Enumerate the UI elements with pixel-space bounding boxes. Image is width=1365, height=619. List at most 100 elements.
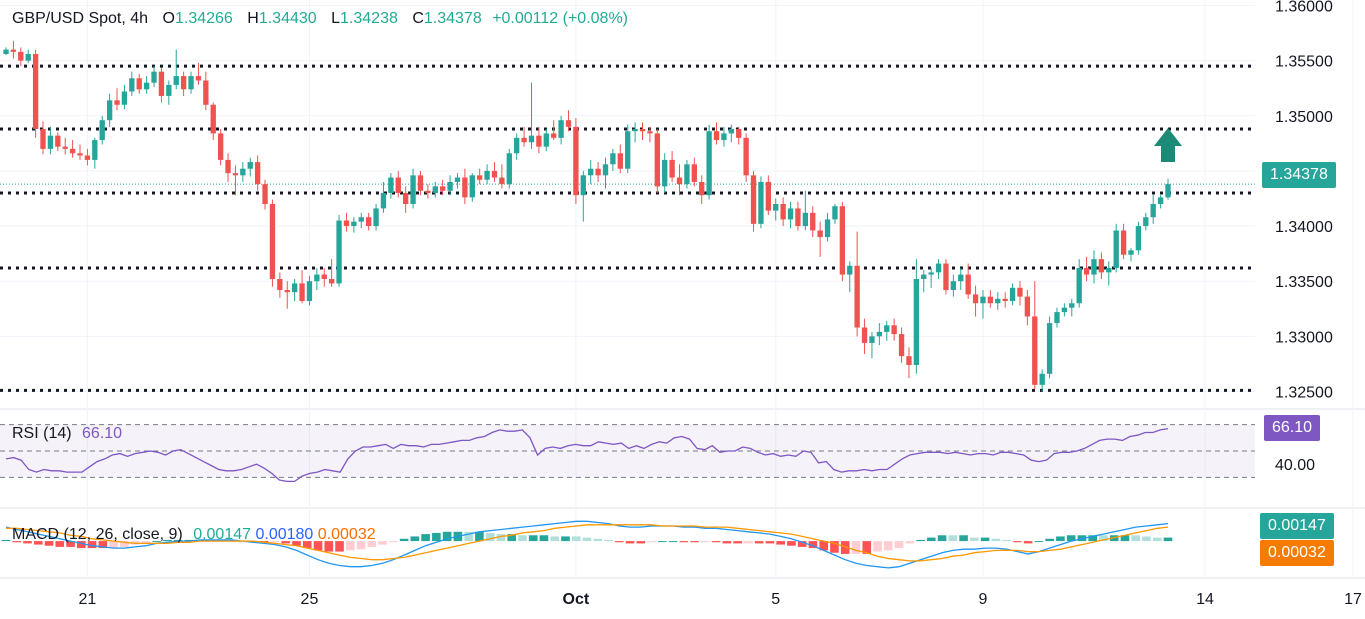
candle bbox=[669, 151, 675, 182]
candle bbox=[617, 144, 623, 174]
candle-body bbox=[913, 278, 920, 365]
candle-body bbox=[965, 274, 971, 295]
candle bbox=[388, 173, 394, 199]
candle-body bbox=[484, 170, 490, 180]
candle bbox=[832, 204, 838, 224]
candle bbox=[40, 121, 46, 155]
candle-body bbox=[625, 131, 631, 169]
price-tick-label: 1.33500 bbox=[1275, 274, 1333, 291]
macd-histogram-bar bbox=[77, 541, 86, 549]
candle bbox=[876, 323, 883, 346]
candle bbox=[721, 126, 727, 147]
candle bbox=[699, 175, 705, 204]
candle bbox=[321, 267, 327, 287]
candle-body bbox=[129, 78, 135, 92]
candle-body bbox=[40, 129, 46, 149]
rsi-pane: 40.00 bbox=[0, 424, 1315, 483]
candle bbox=[1009, 283, 1016, 306]
candle bbox=[824, 212, 831, 242]
candle-body bbox=[254, 162, 261, 185]
candle bbox=[195, 62, 202, 85]
macd-histogram-bar bbox=[959, 535, 968, 542]
candle bbox=[817, 221, 823, 257]
candle bbox=[158, 67, 165, 103]
candle-body bbox=[240, 168, 246, 176]
candle bbox=[1106, 261, 1112, 286]
macd-histogram-bar bbox=[787, 541, 796, 546]
candle bbox=[314, 267, 320, 291]
candle-body bbox=[469, 175, 475, 198]
macd-badge: 0.00147 bbox=[1260, 513, 1334, 539]
macd-histogram-bar bbox=[152, 541, 161, 543]
candle-body bbox=[106, 100, 113, 121]
candles[interactable] bbox=[3, 40, 1171, 392]
macd-histogram-bar bbox=[905, 541, 915, 544]
candle-body bbox=[699, 181, 705, 196]
candle bbox=[240, 162, 246, 182]
macd-histogram-bar bbox=[1013, 541, 1022, 543]
candle bbox=[1046, 316, 1053, 379]
macd-histogram-bar bbox=[23, 541, 32, 544]
macd-histogram-bar bbox=[302, 541, 312, 549]
time-tick-label: 21 bbox=[79, 591, 97, 608]
ohlc-header: GBP/USD Spot, 4h O1.34266 H1.34430 L1.34… bbox=[12, 10, 628, 28]
candle-body bbox=[410, 175, 416, 204]
macd-histogram-bar bbox=[66, 541, 75, 547]
candle bbox=[1120, 223, 1127, 260]
candle bbox=[861, 318, 868, 354]
candle-body bbox=[403, 192, 409, 204]
candle-body bbox=[676, 177, 683, 185]
candle-body bbox=[921, 274, 927, 279]
candle bbox=[987, 290, 994, 308]
macd-histogram-bar bbox=[593, 538, 603, 542]
close-value: 1.34378 bbox=[423, 10, 482, 27]
candle bbox=[417, 170, 424, 196]
macd-histogram-bar bbox=[614, 541, 624, 543]
candle bbox=[506, 148, 512, 189]
candle-body bbox=[277, 278, 283, 291]
candle-body bbox=[1150, 204, 1156, 218]
macd-histogram-bar bbox=[733, 541, 742, 544]
candle-body bbox=[477, 175, 483, 180]
candle bbox=[462, 168, 468, 204]
macd-histogram-bar bbox=[292, 541, 301, 546]
candle-body bbox=[121, 91, 128, 105]
time-tick-label: 9 bbox=[979, 591, 988, 608]
time-tick-label: Oct bbox=[563, 591, 590, 608]
candle bbox=[758, 176, 764, 229]
macd-histogram-bar bbox=[33, 541, 43, 545]
candle bbox=[691, 157, 697, 187]
macd-histogram-bar bbox=[571, 536, 581, 542]
candle-body bbox=[225, 159, 231, 174]
candle-body bbox=[980, 296, 986, 304]
candle-body bbox=[188, 76, 194, 90]
price-tick-label: 1.33000 bbox=[1275, 329, 1333, 346]
candle-body bbox=[62, 146, 68, 149]
candle bbox=[528, 82, 535, 149]
macd-histogram-bar bbox=[776, 541, 785, 545]
candle-body bbox=[588, 168, 594, 176]
macd-histogram-bar bbox=[432, 532, 441, 542]
candle bbox=[151, 66, 157, 88]
macd-histogram-bar bbox=[270, 541, 280, 543]
candle-body bbox=[891, 325, 897, 335]
candle-body bbox=[336, 220, 342, 284]
candle bbox=[743, 133, 749, 182]
candle bbox=[654, 129, 660, 193]
candle-body bbox=[810, 212, 816, 231]
macd-histogram-bar bbox=[141, 541, 151, 544]
macd-histogram-bar bbox=[1131, 535, 1141, 542]
candle-body bbox=[536, 135, 542, 147]
candle-body bbox=[528, 135, 535, 143]
candle-body bbox=[166, 84, 172, 96]
candle-body bbox=[440, 186, 446, 191]
candle-body bbox=[1157, 197, 1164, 204]
candle bbox=[143, 76, 150, 94]
candle-body bbox=[291, 283, 298, 293]
candle bbox=[958, 267, 964, 291]
macd-histogram-bar bbox=[345, 541, 355, 551]
candle-body bbox=[343, 220, 350, 227]
macd-histogram-bar bbox=[797, 541, 807, 547]
candle-body bbox=[55, 135, 61, 147]
